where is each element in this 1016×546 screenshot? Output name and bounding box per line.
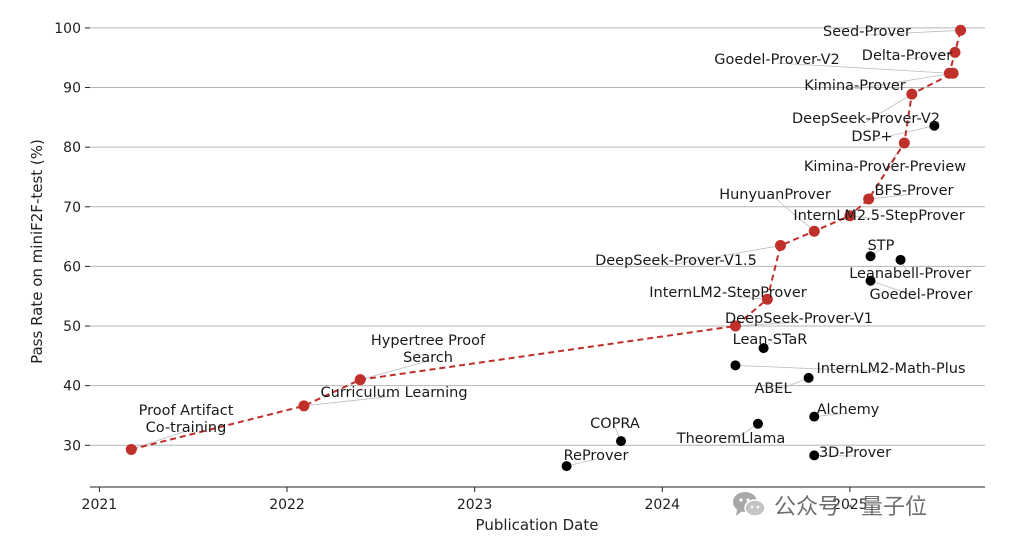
frontier-point-delta-prover bbox=[949, 46, 961, 58]
frontier-point-bfs-prover bbox=[863, 193, 875, 205]
other-point-alchemy bbox=[809, 411, 820, 422]
leader-abel bbox=[772, 377, 809, 393]
leader-reprover bbox=[566, 458, 597, 467]
leader-alchemy bbox=[814, 412, 849, 418]
data-label-hypertree-proof-search: Hypertree Proof Search bbox=[371, 333, 486, 366]
data-label-seed-prover: Seed-Prover bbox=[823, 24, 911, 40]
data-label-proof-artifact-co-training: Proof Artifact Co-training bbox=[139, 403, 234, 436]
x-tick-label-2022: 2022 bbox=[269, 497, 305, 513]
leader-curriculum-learning bbox=[303, 395, 395, 407]
data-label-lean-star: Lean-STaR bbox=[733, 332, 808, 348]
frontier-point-proof-artifact-co-training bbox=[125, 443, 137, 455]
leader-deepseek-prover-v2 bbox=[865, 93, 913, 123]
data-label-deepseek-prover-v1: DeepSeek-Prover-V1 bbox=[725, 311, 873, 327]
leader-hypertree-proof-search bbox=[360, 360, 429, 381]
other-point-leanabell-prover bbox=[895, 254, 906, 265]
data-labels: ReProver COPRA TheoremLlama 3D-Prover Alchem… bbox=[139, 24, 973, 464]
data-label-kimina-prover: Kimina-Prover bbox=[804, 78, 906, 94]
data-label-hunyuanprover: HunyuanProver bbox=[719, 187, 831, 203]
data-points bbox=[125, 24, 967, 472]
leader-kimina-prover-preview bbox=[884, 142, 905, 171]
leader-delta-prover bbox=[906, 51, 956, 60]
gridlines bbox=[90, 27, 985, 446]
wechat-icon bbox=[733, 492, 766, 517]
data-label-internlm2-5-stepprover: InternLM2.5-StepProver bbox=[793, 208, 964, 224]
frontier-point-internlm2-5-stepprover bbox=[844, 210, 856, 222]
leader-goedel-prover-v2 bbox=[776, 62, 950, 74]
data-label-bfs-prover: BFS-Prover bbox=[875, 183, 954, 199]
frontier-point-curriculum-learning bbox=[298, 400, 310, 412]
data-label-dsp: DSP+ bbox=[851, 129, 892, 145]
y-tick-label-50: 50 bbox=[63, 319, 81, 335]
data-label-internlm2-stepprover: InternLM2-StepProver bbox=[649, 285, 807, 301]
data-label-leanabell-prover: Leanabell-Prover bbox=[849, 266, 971, 282]
leader-theoremllama bbox=[730, 423, 759, 443]
frontier-point-deepseek-prover-v2 bbox=[906, 88, 918, 100]
data-label-deepseek-prover-v1-5: DeepSeek-Prover-V1.5 bbox=[595, 253, 757, 269]
frontier-point-seed-prover bbox=[955, 24, 967, 36]
frontier-point-hunyuanprover bbox=[808, 225, 820, 237]
leader-hunyuanprover bbox=[774, 197, 815, 232]
other-point-dsp bbox=[929, 120, 940, 131]
frontier-point-internlm2-stepprover bbox=[761, 293, 773, 305]
other-point-3d-prover bbox=[809, 450, 820, 461]
x-tick-label-2021: 2021 bbox=[82, 497, 118, 513]
y-tick-label-70: 70 bbox=[63, 200, 81, 216]
leader-bfs-prover bbox=[868, 193, 915, 200]
y-tick-label-40: 40 bbox=[63, 379, 81, 395]
leader-internlm2-math-plus bbox=[735, 364, 892, 373]
watermark: 公众号 · 量子位 bbox=[732, 488, 927, 522]
leader-deepseek-prover-v1-5 bbox=[675, 245, 781, 265]
y-tick-label-60: 60 bbox=[63, 259, 81, 275]
leader-dsp bbox=[871, 125, 935, 141]
frontier-point-deepseek-prover-v1 bbox=[729, 320, 741, 332]
x-axis-title: Publication Date bbox=[476, 516, 599, 534]
leader-goedel-prover bbox=[870, 280, 922, 299]
other-point-abel bbox=[803, 372, 814, 383]
leader-proof-artifact-co-training bbox=[131, 430, 187, 450]
other-point-goedel-prover bbox=[865, 275, 876, 286]
data-label-kimina-prover-preview: Kimina-Prover-Preview bbox=[804, 159, 966, 175]
other-point-lean-star bbox=[758, 343, 769, 354]
other-point-stp bbox=[865, 251, 876, 262]
leader-deepseek-prover-v1 bbox=[735, 321, 800, 327]
y-tick-label-80: 80 bbox=[63, 140, 81, 156]
label-leader-lines bbox=[131, 29, 961, 467]
leader-kimina-prover bbox=[854, 72, 954, 90]
data-label-alchemy: Alchemy bbox=[817, 402, 880, 418]
y-tick-label-30: 30 bbox=[63, 438, 81, 454]
data-label-goedel-prover-v2: Goedel-Prover-V2 bbox=[714, 52, 839, 68]
frontier-point-kimina-prover-preview bbox=[898, 137, 910, 149]
leader-seed-prover bbox=[866, 29, 961, 36]
y-tick-label-100: 100 bbox=[54, 21, 81, 37]
y-tick-label-90: 90 bbox=[63, 81, 81, 97]
other-point-reprover bbox=[561, 461, 572, 472]
axes: 30 40 50 60 70 80 90 100 2021 2022 2023 2024 2025 Pub… bbox=[28, 21, 985, 534]
data-label-goedel-prover: Goedel-Prover bbox=[870, 287, 973, 303]
leader-3d-prover bbox=[814, 455, 856, 457]
x-tick-label-2023: 2023 bbox=[457, 497, 493, 513]
watermark-text: 公众号 · 量子位 bbox=[774, 495, 927, 520]
y-axis-title: Pass Rate on miniF2F-test (%) bbox=[28, 139, 46, 364]
data-label-reprover: ReProver bbox=[564, 448, 629, 464]
frontier-point-goedel-prover-v2 bbox=[943, 67, 955, 79]
data-label-deepseek-prover-v2: DeepSeek-Prover-V2 bbox=[792, 111, 940, 127]
data-label-abel: ABEL bbox=[754, 381, 791, 397]
data-label-curriculum-learning: Curriculum Learning bbox=[320, 385, 467, 401]
frontier-point-hypertree-proof-search bbox=[354, 374, 366, 386]
data-label-internlm2-math-plus: InternLM2-Math-Plus bbox=[816, 361, 965, 377]
leader-internlm2-stepprover bbox=[727, 295, 768, 300]
x-tick-label-2024: 2024 bbox=[644, 497, 680, 513]
data-label-theoremllama: TheoremLlama bbox=[676, 431, 786, 447]
data-label-delta-prover: Delta-Prover bbox=[862, 48, 952, 64]
data-label-stp: STP bbox=[868, 238, 895, 254]
x-tick-label-2025: 2025 bbox=[832, 497, 868, 513]
frontier-point-deepseek-prover-v1-5 bbox=[774, 240, 786, 252]
data-label-copra: COPRA bbox=[590, 416, 640, 432]
other-point-internlm2-math-plus bbox=[730, 360, 741, 371]
other-point-copra bbox=[615, 436, 626, 447]
other-point-theoremllama bbox=[752, 418, 763, 429]
data-label-3d-prover: 3D-Prover bbox=[819, 445, 891, 461]
